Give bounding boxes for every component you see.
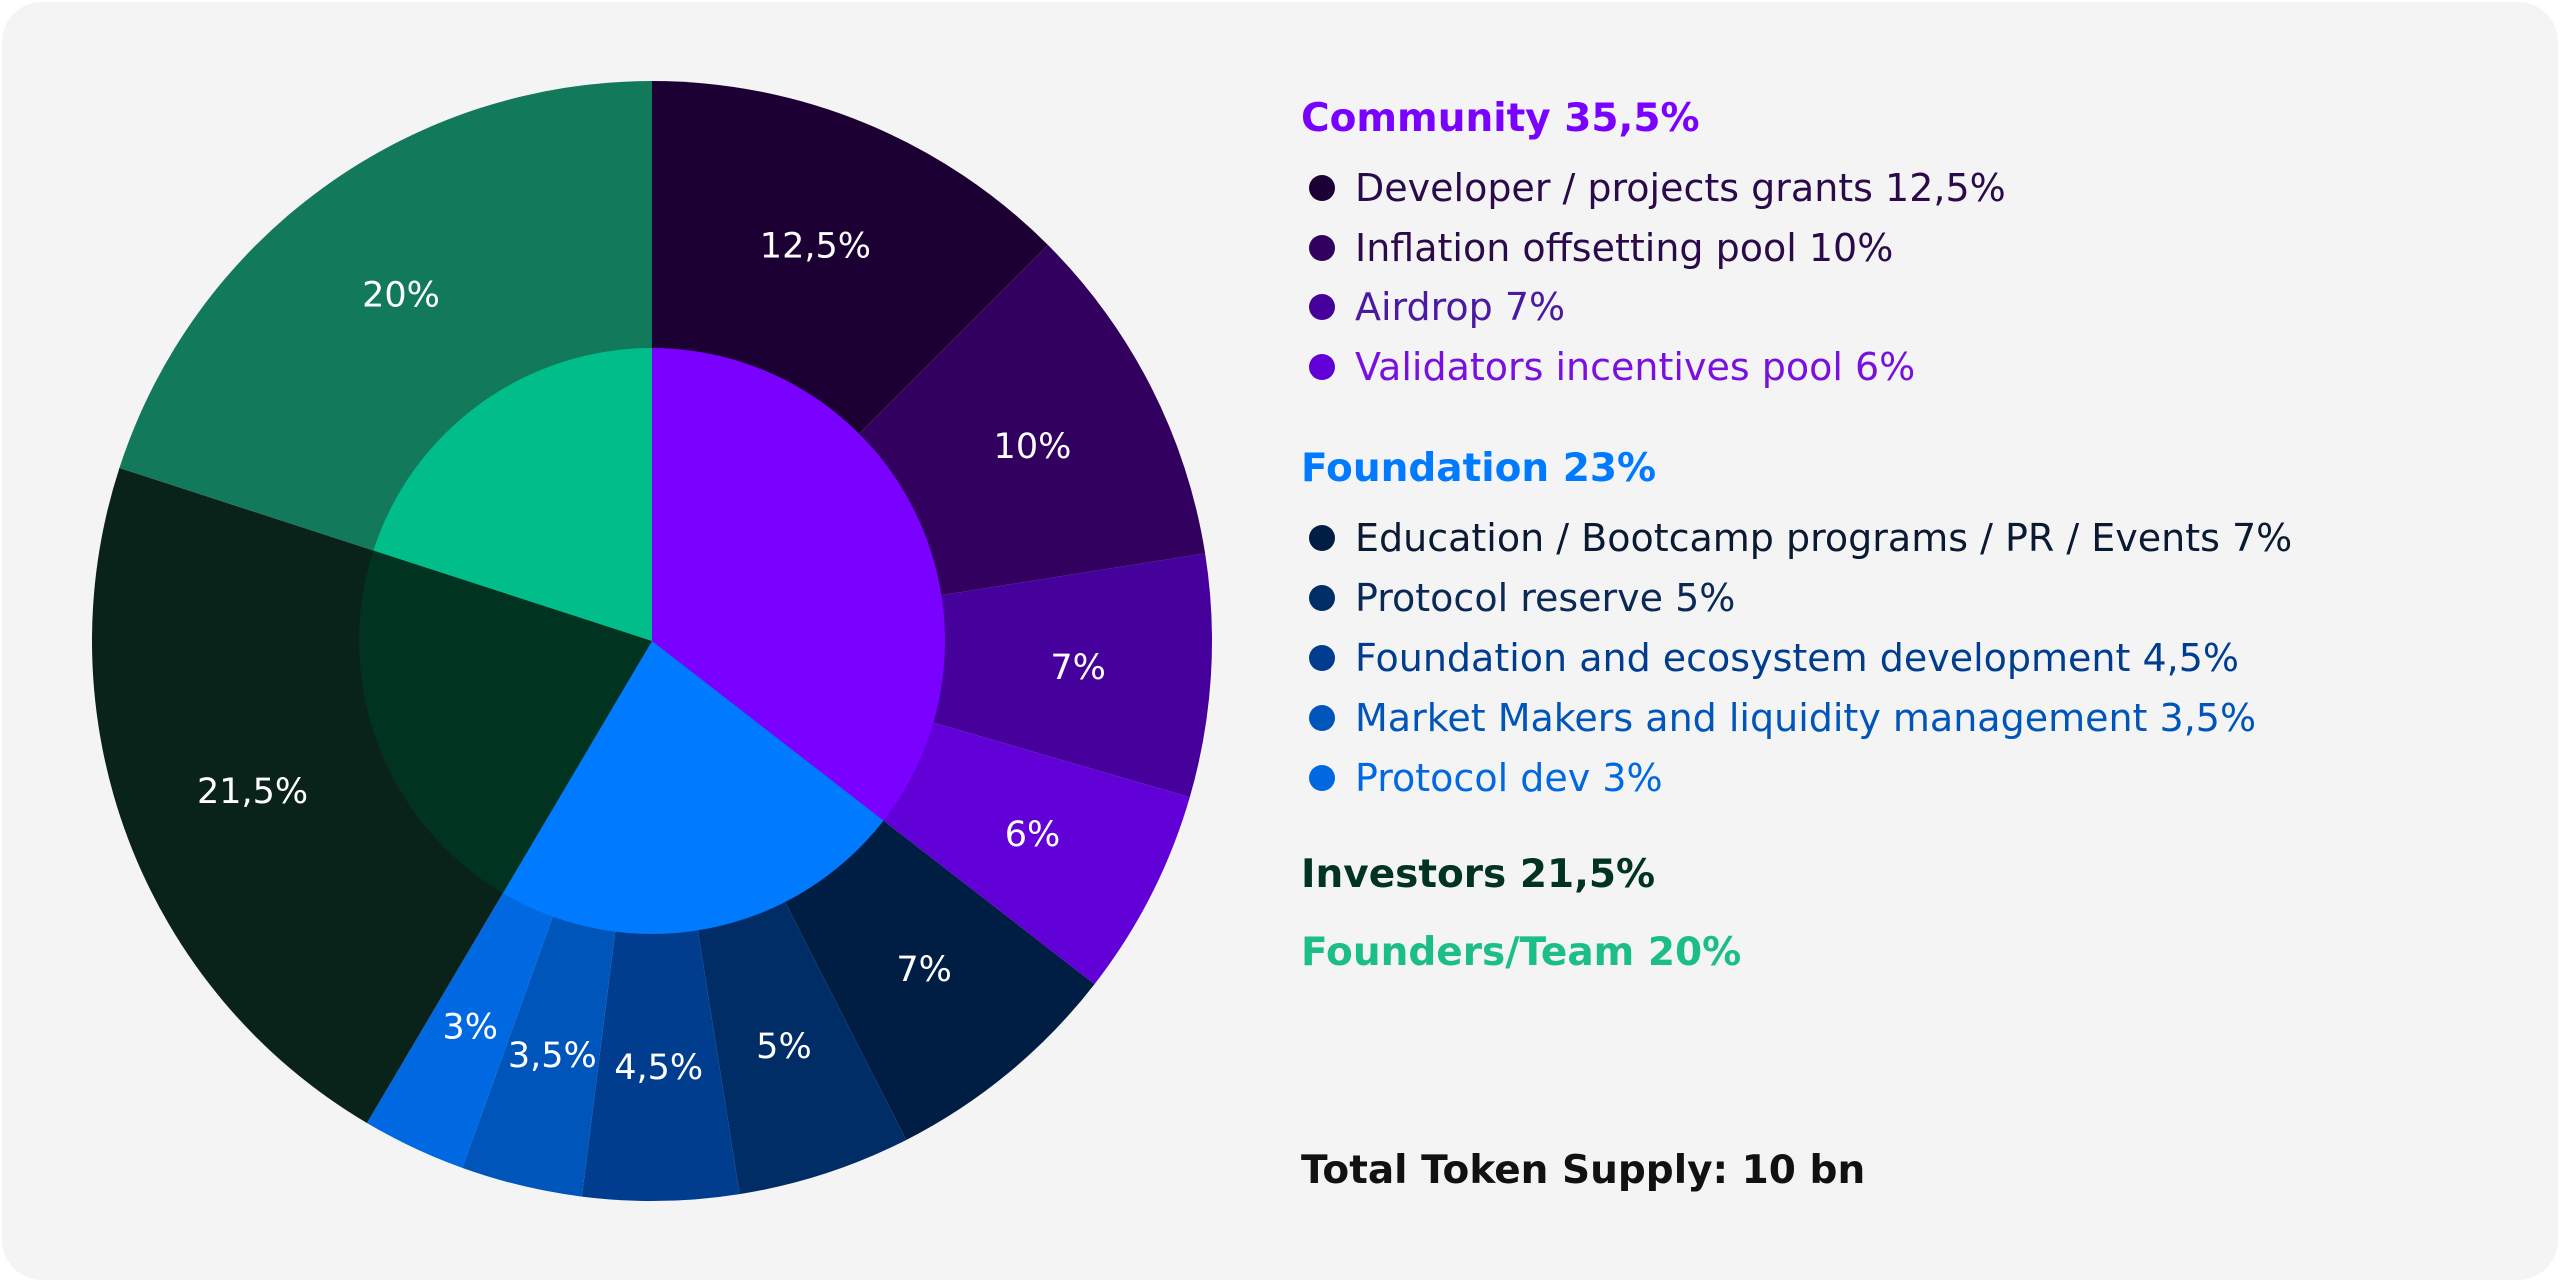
legend-group-title: Investors 21,5% <box>1301 852 1656 897</box>
legend-dot-icon <box>1309 294 1335 320</box>
legend-dot-icon <box>1309 354 1335 380</box>
legend-item-label: Inflation offsetting pool 10% <box>1355 226 1894 270</box>
legend-dot-icon <box>1309 645 1335 671</box>
legend-item: Airdrop 7% <box>1301 285 1565 329</box>
inner-slice-foundation <box>502 641 884 934</box>
legend-item: Validators incentives pool 6% <box>1301 345 1915 389</box>
data-label: 20% <box>362 276 440 316</box>
data-label: 3,5% <box>508 1036 597 1076</box>
legend-item-label: Validators incentives pool 6% <box>1355 345 1916 389</box>
legend-dot-icon <box>1309 765 1335 791</box>
legend-item-label: Protocol reserve 5% <box>1355 576 1736 620</box>
legend-item: Inflation offsetting pool 10% <box>1301 226 1893 270</box>
legend-dot-icon <box>1309 525 1335 551</box>
legend-item-label: Developer / projects grants 12,5% <box>1355 166 2006 210</box>
legend-item: Foundation and ecosystem development 4,5… <box>1301 636 2239 680</box>
legend-item-label: Market Makers and liquidity management 3… <box>1355 696 2257 740</box>
legend-group-title: Founders/Team 20% <box>1301 930 1742 975</box>
data-label: 6% <box>1005 815 1061 855</box>
legend-item: Market Makers and liquidity management 3… <box>1301 696 2256 740</box>
data-label: 4,5% <box>614 1048 703 1088</box>
data-label: 5% <box>756 1027 812 1067</box>
legend-item: Protocol dev 3% <box>1301 756 1663 800</box>
legend-dot-icon <box>1309 235 1335 261</box>
inner-slice-community <box>652 348 945 821</box>
data-label: 7% <box>896 950 952 990</box>
data-label: 7% <box>1050 648 1106 688</box>
legend-group-title: Foundation 23% <box>1301 446 1657 491</box>
inner-slice-founders-team <box>373 348 652 641</box>
data-label: 21,5% <box>197 772 308 812</box>
legend-item: Education / Bootcamp programs / PR / Eve… <box>1301 516 2292 560</box>
data-label: 3% <box>442 1007 498 1047</box>
legend-item-label: Airdrop 7% <box>1355 285 1566 329</box>
legend-item-label: Education / Bootcamp programs / PR / Eve… <box>1355 516 2293 560</box>
total-supply: Total Token Supply: 10 bn <box>1301 1148 1866 1193</box>
data-label: 10% <box>994 427 1072 467</box>
legend-item-label: Foundation and ecosystem development 4,5… <box>1355 636 2240 680</box>
legend-item-label: Protocol dev 3% <box>1355 756 1663 800</box>
inner-slice-investors <box>359 550 652 894</box>
legend-dot-icon <box>1309 705 1335 731</box>
data-label: 12,5% <box>760 227 871 267</box>
legend-item: Developer / projects grants 12,5% <box>1301 166 2006 210</box>
legend-group-title: Community 35,5% <box>1301 96 1700 141</box>
legend-item: Protocol reserve 5% <box>1301 576 1735 620</box>
legend-dot-icon <box>1309 175 1335 201</box>
legend-dot-icon <box>1309 585 1335 611</box>
